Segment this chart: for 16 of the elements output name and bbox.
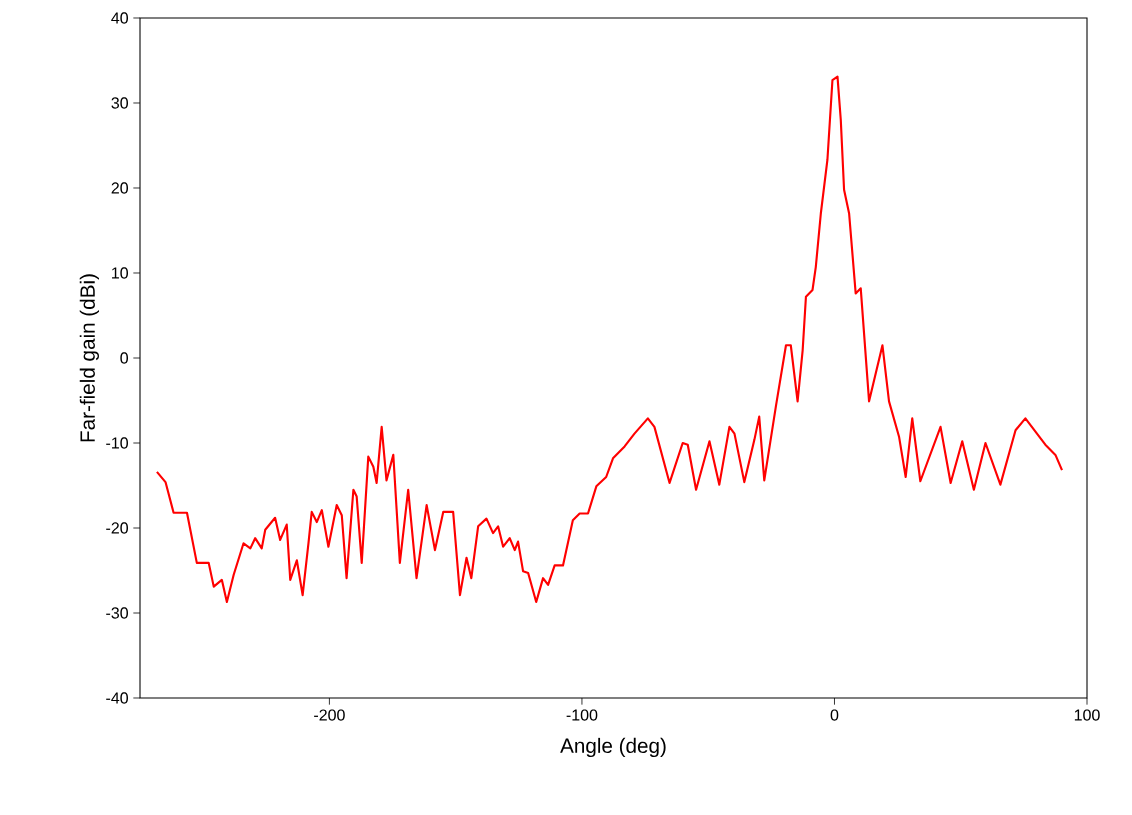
y-tick-label: 20 — [111, 182, 128, 194]
x-tick-label: 0 — [830, 709, 839, 721]
y-tick-label: 30 — [111, 97, 128, 109]
y-tick-label: -30 — [106, 607, 128, 619]
x-tick-label: -200 — [314, 709, 345, 721]
y-tick-label: 10 — [112, 267, 128, 279]
y-tick-label: -10 — [106, 437, 128, 449]
x-axis-title: Angle (deg) — [560, 737, 666, 758]
x-tick-label: 100 — [1074, 709, 1100, 721]
y-tick-label: -40 — [106, 692, 128, 704]
x-tick-label: -100 — [566, 709, 598, 721]
line-series — [155, 75, 1064, 604]
y-tick-label: -20 — [106, 522, 128, 534]
y-axis-title: Far-field gain (dBi) — [79, 274, 100, 442]
y-tick-label: 0 — [120, 352, 129, 364]
y-tick-label: 40 — [111, 12, 128, 24]
